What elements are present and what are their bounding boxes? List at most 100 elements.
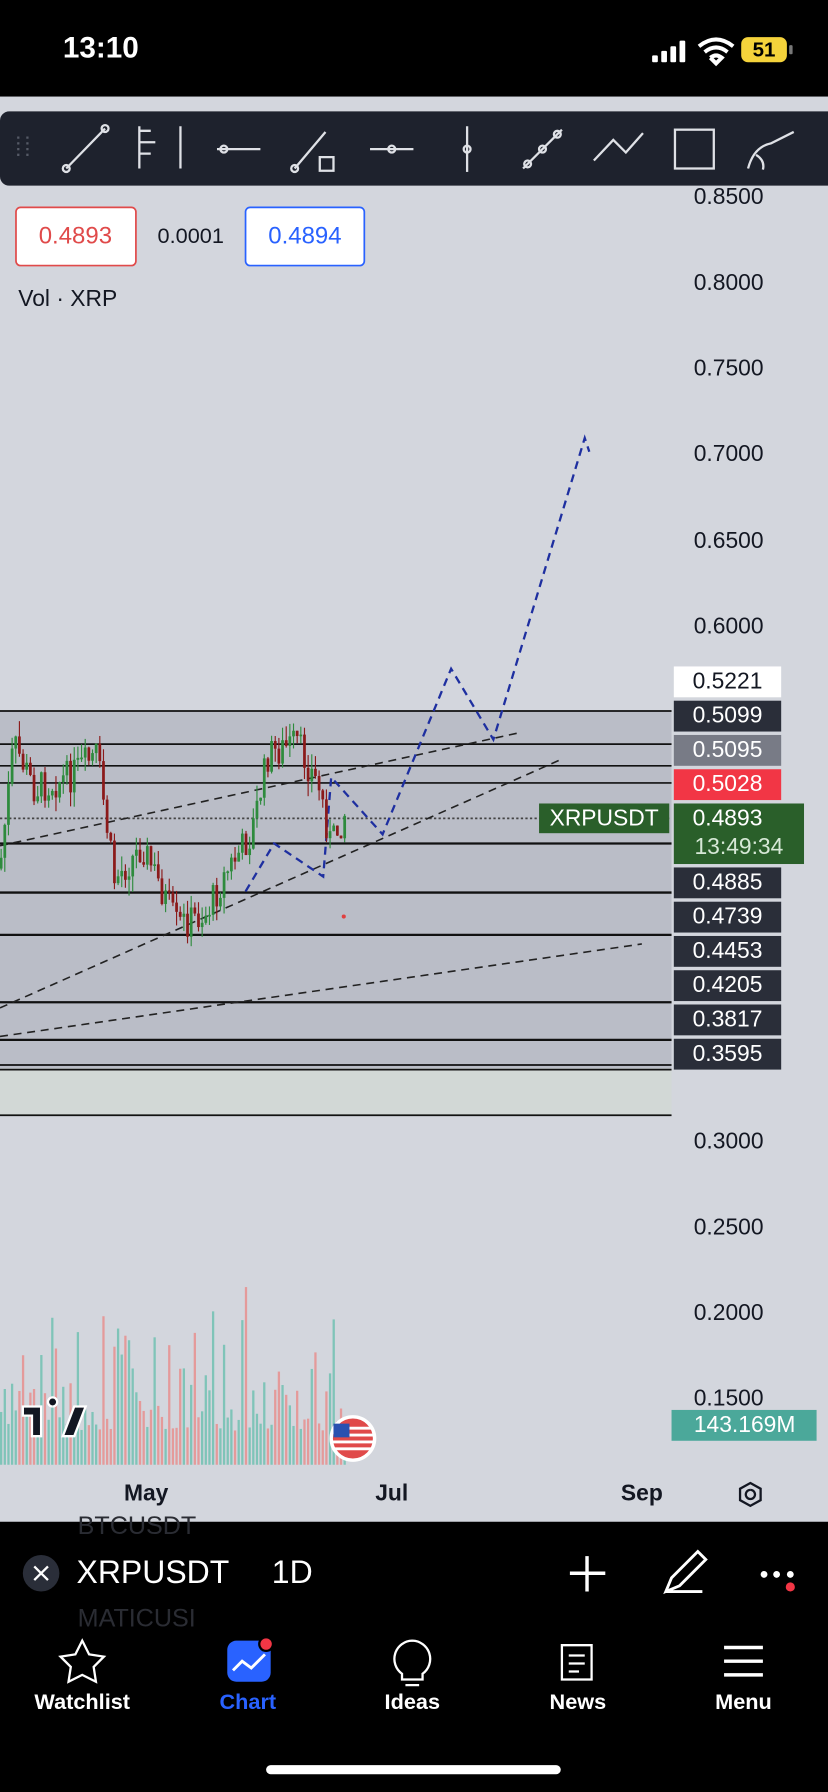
symbol[interactable]: XRPUSDT xyxy=(77,1554,230,1590)
candle-body xyxy=(215,885,219,907)
candle-body xyxy=(39,772,43,797)
candle-body xyxy=(277,748,281,764)
nav-label[interactable]: Menu xyxy=(715,1689,772,1714)
candle-body xyxy=(335,825,339,836)
volume-bar xyxy=(266,1428,270,1465)
candle-body xyxy=(83,747,87,758)
candle-body xyxy=(339,835,343,839)
candle-body xyxy=(131,855,135,877)
volume-bar xyxy=(14,1410,17,1465)
candle-body xyxy=(29,762,32,775)
news-icon[interactable] xyxy=(560,1644,593,1681)
volume-bar xyxy=(306,1418,310,1465)
volume-bar xyxy=(105,1418,109,1465)
flag-icon[interactable] xyxy=(329,1415,377,1462)
more-button[interactable] xyxy=(760,1570,795,1592)
volume-bar xyxy=(310,1368,313,1465)
volume-bar xyxy=(241,1320,244,1465)
level-label: 0.4453 xyxy=(693,937,763,963)
candle-body xyxy=(14,736,18,749)
interval[interactable]: 1D xyxy=(272,1554,313,1590)
ask-price: 0.4894 xyxy=(268,222,341,249)
draw-button[interactable] xyxy=(663,1549,708,1595)
volume-bar xyxy=(146,1426,149,1465)
candle-body xyxy=(321,790,325,800)
nav-labels: Watchlist Chart Ideas News Menu xyxy=(34,1689,771,1714)
candle-body xyxy=(138,849,142,863)
candle-body xyxy=(142,862,146,865)
volume-bar xyxy=(281,1385,284,1465)
level-label: 0.3817 xyxy=(693,1006,763,1032)
volume-bar xyxy=(211,1311,215,1465)
candle-body xyxy=(281,740,284,764)
volume-bar xyxy=(303,1419,306,1465)
volume-bar xyxy=(332,1319,335,1465)
candle-body xyxy=(160,878,164,905)
level-box xyxy=(673,867,782,899)
spread: 0.0001 xyxy=(158,223,224,248)
nav-label[interactable]: Ideas xyxy=(385,1689,440,1714)
candle-body xyxy=(178,911,182,917)
candle-body xyxy=(25,762,29,770)
x-axis: May Jul Sep xyxy=(124,1479,663,1505)
last-price-box xyxy=(673,803,805,865)
candle-body xyxy=(270,741,273,772)
volume-bar xyxy=(317,1423,321,1465)
level-label: 0.5028 xyxy=(693,770,763,796)
volume-bar xyxy=(36,1413,39,1465)
price-axis-label: 0.7500 xyxy=(694,355,764,381)
ideas-icon[interactable] xyxy=(393,1639,432,1687)
candle-body xyxy=(193,907,197,914)
x-axis-label: Sep xyxy=(621,1479,663,1505)
chart-icon[interactable] xyxy=(227,1640,271,1682)
watchlist-icon[interactable] xyxy=(58,1638,107,1684)
candle-body xyxy=(314,768,317,776)
volume-bar xyxy=(54,1348,58,1465)
candle-body xyxy=(171,892,175,903)
volume-bar xyxy=(91,1411,94,1465)
nav-label[interactable]: Watchlist xyxy=(34,1689,130,1714)
candle-body xyxy=(105,799,109,833)
close-icon xyxy=(33,1565,49,1581)
volume-bar xyxy=(230,1409,233,1465)
volume-bar xyxy=(328,1373,332,1465)
nav-label[interactable]: Chart xyxy=(220,1689,277,1714)
bid-box[interactable] xyxy=(15,206,137,267)
candle-body xyxy=(94,743,98,754)
candle-body xyxy=(80,757,83,760)
settings-icon[interactable] xyxy=(738,1481,762,1508)
candle-body xyxy=(237,852,241,862)
candle-body xyxy=(61,775,65,783)
candle-body xyxy=(50,790,54,796)
x-axis-label: Jul xyxy=(375,1479,408,1505)
price-axis-label: 0.3000 xyxy=(694,1128,764,1154)
volume-bar xyxy=(190,1384,193,1465)
volume-bar xyxy=(204,1375,207,1465)
candle-body xyxy=(43,772,47,801)
volume-bar xyxy=(285,1394,288,1465)
volume-legend: Vol · XRP xyxy=(18,285,117,311)
candle-body xyxy=(153,864,157,867)
candle-body xyxy=(156,864,160,879)
candle-body xyxy=(273,741,277,749)
volume-bar xyxy=(149,1409,153,1465)
toolbar-icons xyxy=(17,123,795,174)
candle-body xyxy=(208,914,211,917)
nav-label[interactable]: News xyxy=(550,1689,607,1714)
volume-bar xyxy=(102,1316,105,1465)
ask-box[interactable] xyxy=(244,206,366,267)
volume-bar xyxy=(47,1419,50,1465)
volume-bar xyxy=(142,1410,145,1465)
menu-icon[interactable] xyxy=(724,1645,763,1677)
price-axis-label: 0.2000 xyxy=(694,1299,764,1325)
price-axis-label: 0.1500 xyxy=(694,1385,764,1411)
volume-bar xyxy=(201,1411,204,1465)
candle-body xyxy=(233,857,237,862)
candle-body xyxy=(317,775,321,791)
add-button[interactable] xyxy=(569,1556,606,1592)
volume-bar xyxy=(182,1368,186,1465)
candle-body xyxy=(175,902,178,912)
symbol-tag-box xyxy=(539,803,670,834)
ghost-symbol: BTCUSDT xyxy=(78,1512,197,1540)
